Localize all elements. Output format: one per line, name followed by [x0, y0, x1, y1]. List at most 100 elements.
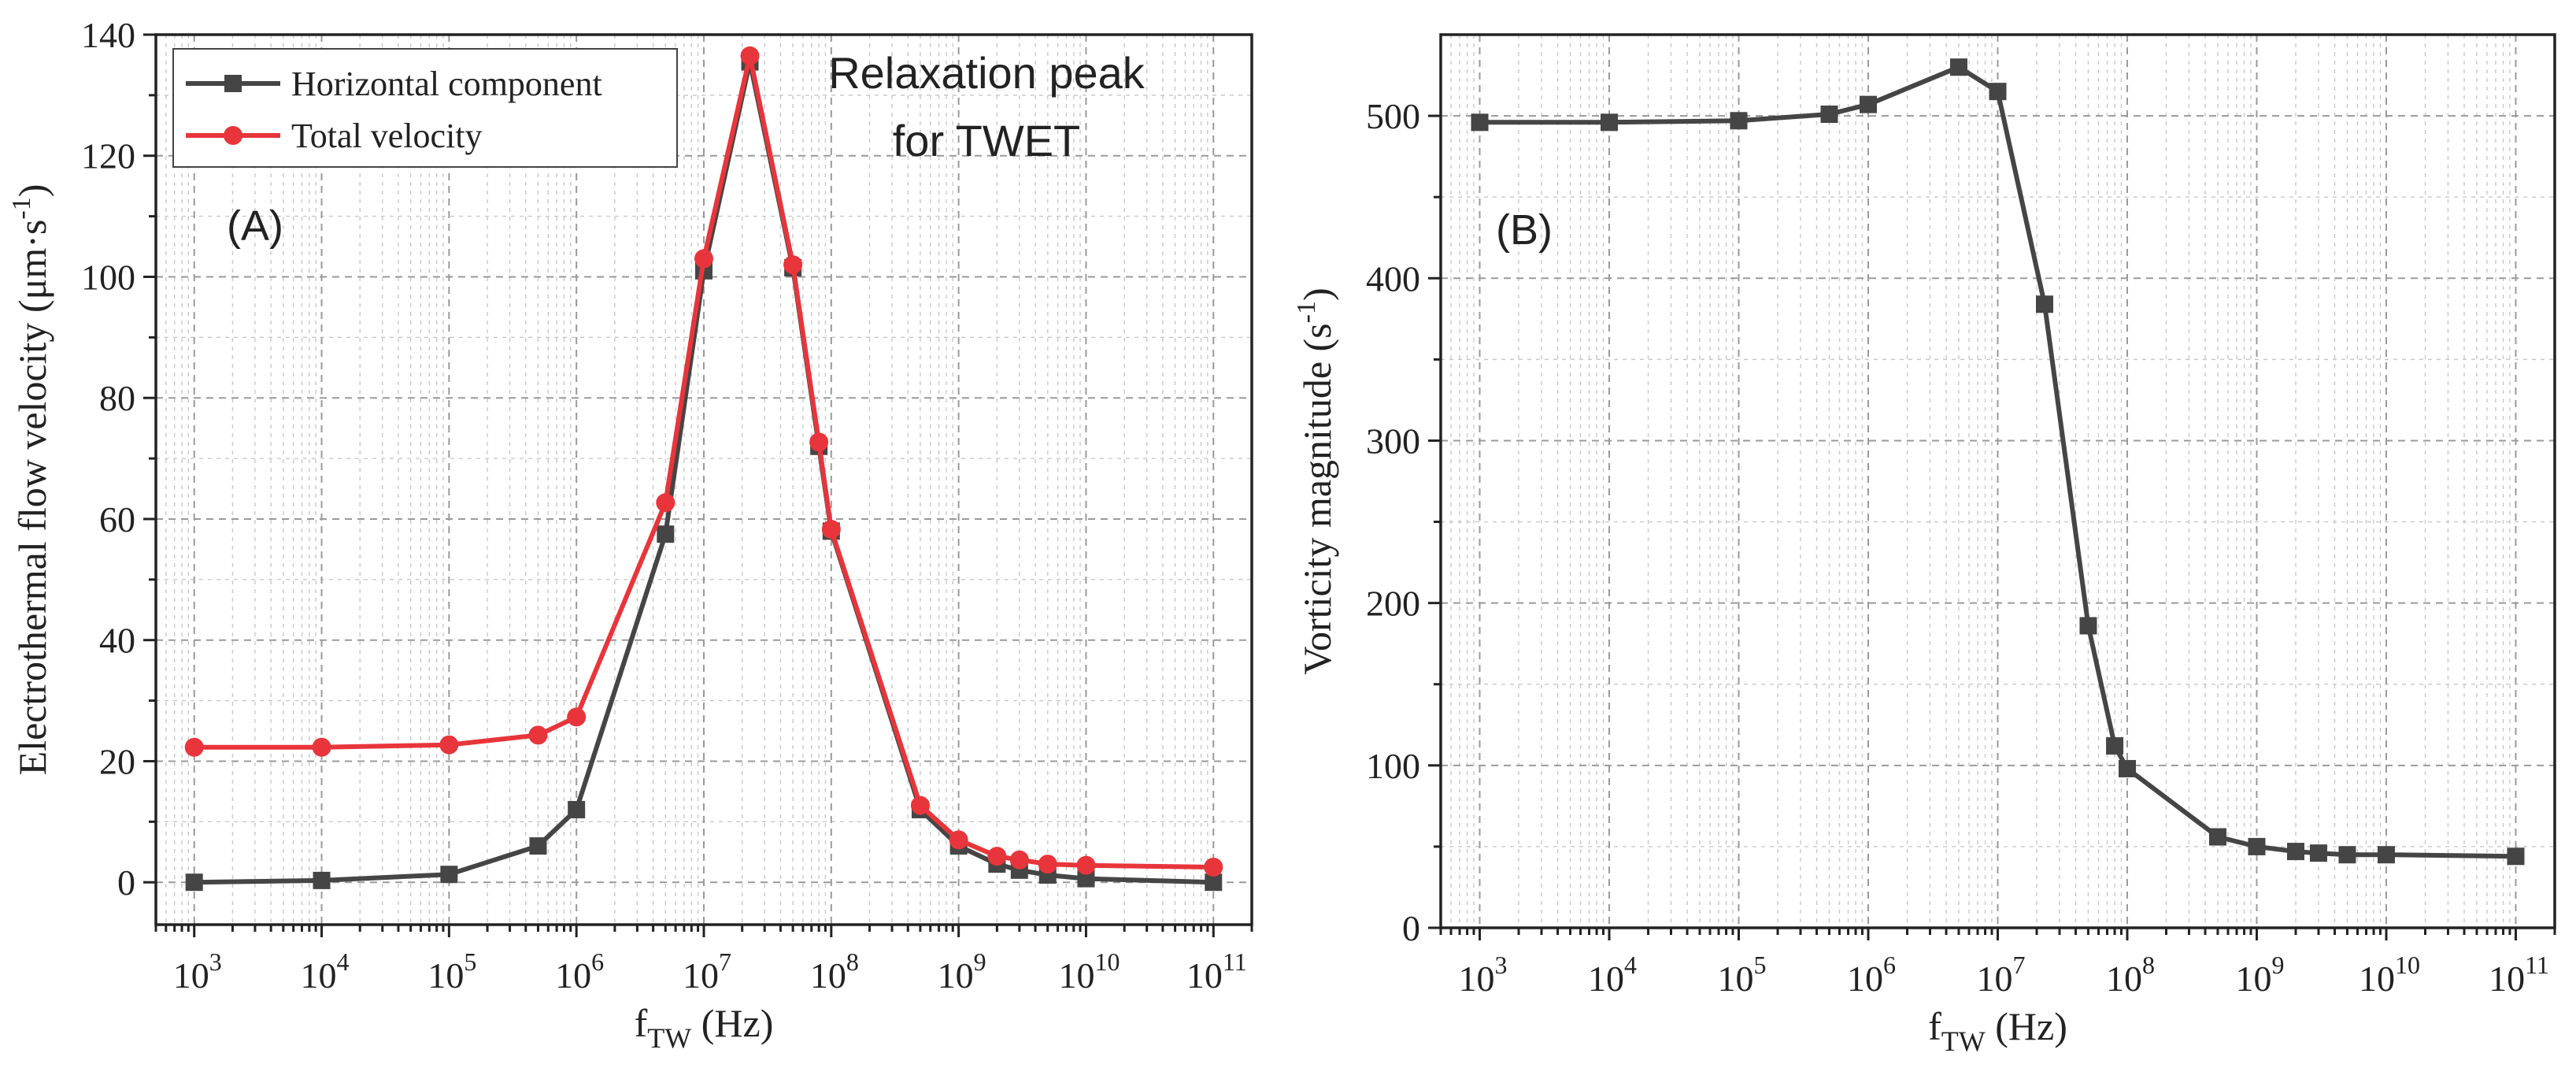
- x-tick-label-exponent: 11: [1223, 947, 1247, 976]
- data-point: [1205, 873, 1223, 892]
- data-point: [567, 707, 587, 727]
- y-axis-label-superscript: -1: [1292, 301, 1321, 323]
- x-tick-label-exponent: 11: [2525, 951, 2549, 979]
- legend-label: Horizontal component: [291, 65, 602, 103]
- panel-label: (A): [227, 202, 283, 250]
- data-point: [2309, 844, 2327, 862]
- x-tick-label: 109: [938, 947, 986, 996]
- data-point: [1989, 83, 2007, 101]
- legend: Horizontal component Total velocity: [172, 48, 678, 168]
- x-tick-label: 103: [1459, 951, 1508, 999]
- x-tick-label: 103: [173, 947, 222, 996]
- x-axis-label: fTW (Hz): [1928, 1004, 2067, 1057]
- x-tick-label-base: 10: [301, 955, 337, 996]
- x-tick-label-exponent: 3: [1495, 951, 1508, 979]
- data-point: [2287, 843, 2305, 861]
- legend-swatch-marker: [224, 75, 242, 92]
- x-tick-label-base: 10: [1459, 959, 1495, 999]
- x-axis-label-main: f: [1928, 1004, 1941, 1048]
- data-point: [439, 735, 459, 755]
- data-point: [987, 847, 1007, 866]
- x-tick-label-exponent: 8: [2142, 951, 2155, 979]
- data-point: [185, 873, 203, 892]
- x-tick-label-exponent: 9: [2271, 951, 2284, 979]
- x-tick-label-exponent: 8: [846, 947, 859, 976]
- y-tick-label: 40: [99, 621, 135, 661]
- data-point: [783, 255, 803, 275]
- x-tick-label-base: 10: [2235, 959, 2271, 999]
- x-tick-label-exponent: 3: [209, 947, 222, 976]
- series-vorticity-magnitude: [1471, 58, 2525, 866]
- x-tick-label-exponent: 10: [2395, 951, 2420, 979]
- panel-b-vorticity-chart: 103 104 105 106 107 108 109 1010 101101002003004…: [1292, 33, 2556, 1057]
- y-tick-label: 80: [99, 378, 135, 418]
- panel-a-velocity-chart: 103 104 105 106 107 108 109 1010 101102040608010…: [7, 15, 1253, 1054]
- data-point: [910, 795, 930, 815]
- x-tick-label: 109: [2235, 951, 2284, 999]
- x-axis-label-subscript: TW: [647, 1022, 691, 1054]
- data-point: [2036, 295, 2054, 313]
- x-axis-label-subscript: TW: [1941, 1025, 1986, 1057]
- data-point: [1077, 870, 1095, 888]
- data-point: [1860, 95, 1878, 113]
- data-point: [1730, 112, 1748, 130]
- data-point: [568, 800, 586, 818]
- data-point: [821, 520, 841, 540]
- y-tick-label: 300: [1366, 421, 1420, 461]
- annotation-line: for TWET: [893, 116, 1081, 165]
- y-tick-label: 400: [1366, 258, 1420, 299]
- y-axis-label: Electrothermal flow velocity (μm·s-1): [7, 184, 54, 776]
- x-tick-label-base: 10: [1058, 955, 1094, 996]
- x-tick-label: 107: [683, 947, 731, 996]
- data-point: [1471, 113, 1489, 132]
- x-tick-label-exponent: 4: [1624, 951, 1637, 979]
- data-point: [2118, 759, 2136, 777]
- x-tick-label-base: 10: [555, 955, 591, 996]
- x-tick-label-exponent: 6: [591, 947, 604, 976]
- x-tick-label-base: 10: [2106, 959, 2142, 999]
- y-axis-label: Vorticity magnitude (s-1): [1292, 287, 1339, 674]
- data-point: [2377, 846, 2395, 864]
- x-tick-label-base: 10: [1186, 955, 1223, 996]
- x-tick-label-exponent: 7: [2013, 951, 2026, 979]
- x-tick-label: 1011: [2489, 951, 2549, 999]
- y-tick-label: 140: [81, 15, 135, 55]
- x-tick-label-base: 10: [1588, 959, 1624, 999]
- x-tick-label-exponent: 10: [1094, 947, 1120, 976]
- x-tick-label: 104: [1588, 951, 1637, 999]
- y-axis-label-superscript: -1: [7, 197, 36, 219]
- data-point: [2079, 617, 2097, 635]
- data-point: [1009, 850, 1029, 870]
- x-tick-label: 104: [301, 947, 350, 996]
- data-point: [656, 493, 675, 513]
- data-point: [2248, 837, 2266, 855]
- data-point: [1820, 106, 1838, 124]
- data-point: [2507, 847, 2525, 866]
- x-tick-label: 105: [427, 947, 476, 996]
- x-tick-label-base: 10: [810, 955, 846, 996]
- x-tick-label-exponent: 4: [337, 947, 350, 976]
- data-point: [694, 249, 713, 269]
- x-tick-label-exponent: 6: [1883, 951, 1896, 979]
- x-tick-label-base: 10: [1718, 959, 1754, 999]
- y-tick-label: 100: [1366, 746, 1420, 786]
- data-point: [528, 725, 548, 745]
- y-tick-label: 100: [81, 257, 135, 297]
- x-tick-label-base: 10: [1847, 959, 1883, 999]
- data-point: [2208, 828, 2226, 846]
- x-tick-label: 1010: [2359, 951, 2420, 999]
- data-point: [809, 432, 829, 452]
- panel-label: (B): [1496, 206, 1553, 254]
- y-axis-label-main: Vorticity magnitude (s: [1295, 323, 1339, 674]
- x-tick-label-base: 10: [427, 955, 464, 996]
- x-tick-label-base: 10: [1977, 959, 2013, 999]
- data-point: [1076, 855, 1096, 875]
- x-tick-label-base: 10: [938, 955, 974, 996]
- x-tick-label-exponent: 9: [974, 947, 986, 976]
- legend-label: Total velocity: [291, 117, 483, 155]
- data-point: [529, 837, 547, 855]
- x-tick-label-base: 10: [683, 955, 719, 996]
- x-tick-label: 108: [2106, 951, 2155, 999]
- x-tick-label-base: 10: [2359, 959, 2395, 999]
